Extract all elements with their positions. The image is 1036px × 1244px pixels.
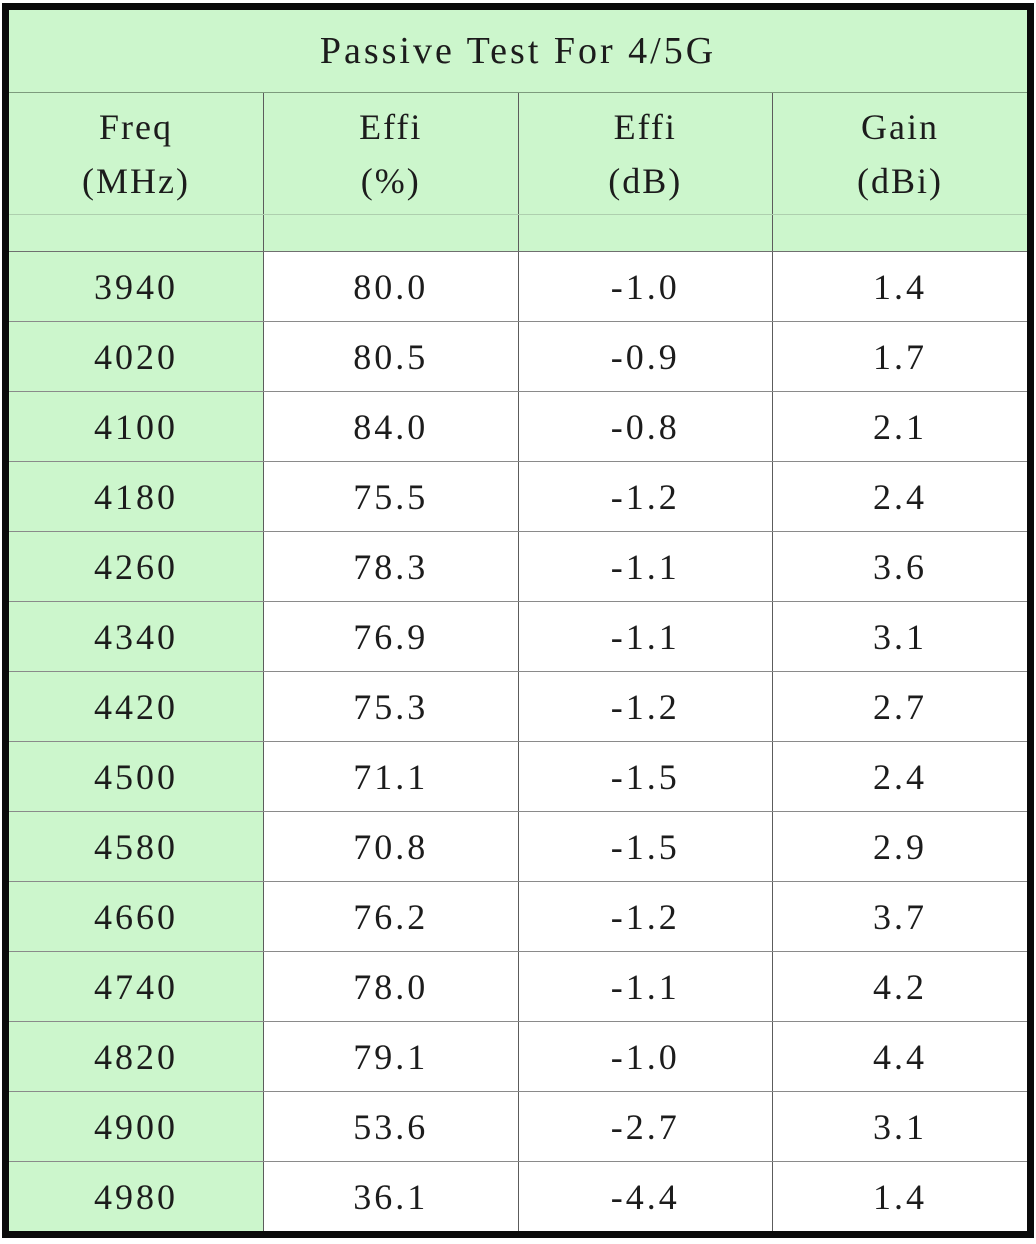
cell-effi-db: -4.4 xyxy=(517,1161,773,1231)
cell-effi-pct: 84.0 xyxy=(263,391,518,462)
table-row: 4100 84.0 -0.8 2.1 xyxy=(9,391,1027,462)
cell-freq: 4020 xyxy=(9,321,264,392)
cell-gain: 1.4 xyxy=(772,251,1027,322)
header-effi-db: Effi (dB) xyxy=(517,92,773,215)
header-freq-label: Freq xyxy=(99,106,173,147)
table-title: Passive Test For 4/5G xyxy=(9,10,1027,93)
table-row: 3940 80.0 -1.0 1.4 xyxy=(9,251,1027,322)
cell-effi-db: -1.5 xyxy=(517,811,773,882)
cell-freq: 4740 xyxy=(9,951,264,1022)
header-gain: Gain (dBi) xyxy=(772,92,1027,215)
cell-effi-pct: 70.8 xyxy=(263,811,518,882)
cell-gain: 4.2 xyxy=(772,951,1027,1022)
cell-freq: 4180 xyxy=(9,461,264,532)
header-freq: Freq (MHz) xyxy=(9,92,264,215)
cell-gain: 1.4 xyxy=(772,1161,1027,1231)
cell-freq: 4660 xyxy=(9,881,264,952)
cell-effi-pct: 80.5 xyxy=(263,321,518,392)
table-row: 4180 75.5 -1.2 2.4 xyxy=(9,461,1027,532)
cell-effi-pct: 71.1 xyxy=(263,741,518,812)
table-row: 4980 36.1 -4.4 1.4 xyxy=(9,1161,1027,1231)
table-row: 4500 71.1 -1.5 2.4 xyxy=(9,741,1027,812)
cell-freq: 3940 xyxy=(9,251,264,322)
cell-effi-db: -1.2 xyxy=(517,671,773,742)
cell-gain: 4.4 xyxy=(772,1021,1027,1092)
table-row: 4260 78.3 -1.1 3.6 xyxy=(9,531,1027,602)
cell-effi-pct: 75.5 xyxy=(263,461,518,532)
table-row: 4420 75.3 -1.2 2.7 xyxy=(9,671,1027,742)
header-effi-db-label: Effi xyxy=(613,106,677,147)
cell-gain: 2.1 xyxy=(772,391,1027,462)
cell-gain: 3.6 xyxy=(772,531,1027,602)
cell-freq: 4260 xyxy=(9,531,264,602)
passive-test-table: Passive Test For 4/5G Freq (MHz) Effi (%… xyxy=(9,10,1027,1231)
table-header-row: Freq (MHz) Effi (%) Effi (dB) Gain (dBi) xyxy=(9,92,1027,215)
header-effi-pct-unit: (%) xyxy=(360,160,421,201)
header-gain-unit: (dBi) xyxy=(857,160,943,201)
cell-effi-pct: 80.0 xyxy=(263,251,518,322)
table-row: 4740 78.0 -1.1 4.2 xyxy=(9,951,1027,1022)
cell-freq: 4900 xyxy=(9,1091,264,1162)
cell-effi-pct: 53.6 xyxy=(263,1091,518,1162)
cell-freq: 4420 xyxy=(9,671,264,742)
header-gain-label: Gain xyxy=(861,106,939,147)
table-title-row: Passive Test For 4/5G xyxy=(9,10,1027,93)
table-row: 4820 79.1 -1.0 4.4 xyxy=(9,1021,1027,1092)
cell-gain: 2.4 xyxy=(772,741,1027,812)
header-effi-pct: Effi (%) xyxy=(263,92,518,215)
header-effi-db-unit: (dB) xyxy=(608,160,683,201)
cell-gain: 3.7 xyxy=(772,881,1027,952)
cell-effi-pct: 78.0 xyxy=(263,951,518,1022)
cell-effi-db: -1.2 xyxy=(517,881,773,952)
table-row: 4660 76.2 -1.2 3.7 xyxy=(9,881,1027,952)
spacer-cell xyxy=(263,214,518,252)
header-spacer-row xyxy=(9,214,1027,252)
cell-gain: 3.1 xyxy=(772,1091,1027,1162)
cell-effi-pct: 76.2 xyxy=(263,881,518,952)
cell-effi-db: -1.1 xyxy=(517,531,773,602)
cell-effi-db: -1.1 xyxy=(517,601,773,672)
spacer-cell xyxy=(9,214,264,252)
header-effi-pct-label: Effi xyxy=(359,106,423,147)
cell-effi-db: -1.1 xyxy=(517,951,773,1022)
cell-effi-db: -1.2 xyxy=(517,461,773,532)
cell-freq: 4340 xyxy=(9,601,264,672)
table-row: 4020 80.5 -0.9 1.7 xyxy=(9,321,1027,392)
cell-freq: 4100 xyxy=(9,391,264,462)
cell-effi-pct: 75.3 xyxy=(263,671,518,742)
cell-effi-db: -1.0 xyxy=(517,1021,773,1092)
cell-effi-db: -2.7 xyxy=(517,1091,773,1162)
cell-effi-db: -1.0 xyxy=(517,251,773,322)
cell-effi-db: -0.8 xyxy=(517,391,773,462)
spacer-cell xyxy=(517,214,773,252)
cell-gain: 1.7 xyxy=(772,321,1027,392)
table-row: 4900 53.6 -2.7 3.1 xyxy=(9,1091,1027,1162)
table-body: Passive Test For 4/5G Freq (MHz) Effi (%… xyxy=(9,10,1027,1231)
cell-gain: 2.7 xyxy=(772,671,1027,742)
cell-freq: 4980 xyxy=(9,1161,264,1231)
cell-gain: 2.4 xyxy=(772,461,1027,532)
cell-freq: 4500 xyxy=(9,741,264,812)
table-row: 4340 76.9 -1.1 3.1 xyxy=(9,601,1027,672)
cell-gain: 2.9 xyxy=(772,811,1027,882)
cell-effi-pct: 36.1 xyxy=(263,1161,518,1231)
cell-effi-pct: 79.1 xyxy=(263,1021,518,1092)
cell-effi-pct: 78.3 xyxy=(263,531,518,602)
table-row: 4580 70.8 -1.5 2.9 xyxy=(9,811,1027,882)
cell-effi-pct: 76.9 xyxy=(263,601,518,672)
cell-gain: 3.1 xyxy=(772,601,1027,672)
cell-freq: 4580 xyxy=(9,811,264,882)
cell-effi-db: -0.9 xyxy=(517,321,773,392)
cell-freq: 4820 xyxy=(9,1021,264,1092)
header-freq-unit: (MHz) xyxy=(82,160,190,201)
spacer-cell xyxy=(772,214,1027,252)
cell-effi-db: -1.5 xyxy=(517,741,773,812)
table-frame: Passive Test For 4/5G Freq (MHz) Effi (%… xyxy=(2,3,1034,1238)
